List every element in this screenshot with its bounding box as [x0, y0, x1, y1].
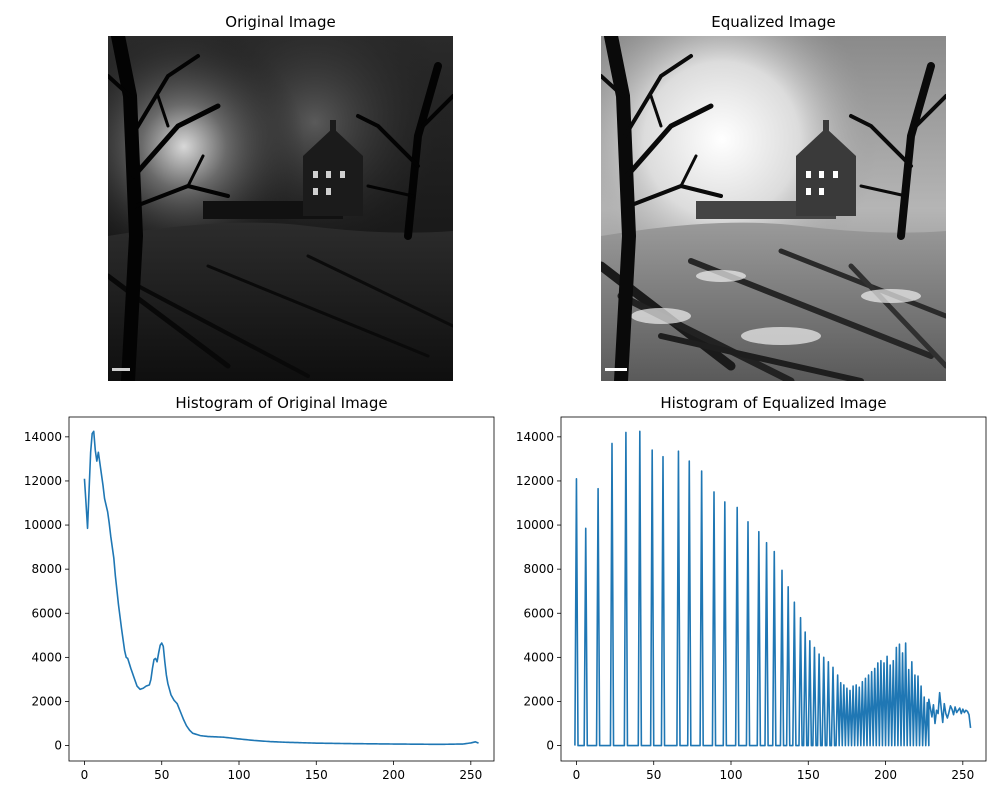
original-xtick-label: 0: [81, 768, 89, 782]
original-ytick-label: 8000: [31, 562, 62, 576]
title-equalized-image: Equalized Image: [711, 13, 836, 31]
equalized-ytick-label: 14000: [516, 430, 554, 444]
original-xtick-label: 200: [382, 768, 405, 782]
equalized-xtick-label: 250: [951, 768, 974, 782]
original-ytick-label: 0: [54, 739, 62, 753]
original-ytick-label: 6000: [31, 606, 62, 620]
equalized-ytick-label: 4000: [523, 650, 554, 664]
original-image-drawing: [108, 36, 453, 381]
equalized-xtick-label: 200: [874, 768, 897, 782]
equalized-xtick-label: 150: [797, 768, 820, 782]
equalized-ytick-label: 8000: [523, 562, 554, 576]
equalized-axes-frame: [560, 416, 987, 762]
original-ytick-label: 12000: [24, 474, 62, 488]
equalized-ytick-label: 10000: [516, 518, 554, 532]
original-ytick-label: 4000: [31, 650, 62, 664]
equalized-ytick-label: 6000: [523, 606, 554, 620]
equalized-ytick-label: 2000: [523, 694, 554, 708]
original-ytick-label: 10000: [24, 518, 62, 532]
original-axes-frame: [68, 416, 495, 762]
original-xtick-label: 100: [228, 768, 251, 782]
equalized-image: [601, 36, 946, 381]
original-image: [108, 36, 453, 381]
original-histogram-line: [83, 430, 479, 746]
equalized-ytick-label: 12000: [516, 474, 554, 488]
original-xtick-label: 250: [459, 768, 482, 782]
title-original-image: Original Image: [225, 13, 336, 31]
title-histogram-original: Histogram of Original Image: [175, 394, 388, 412]
equalized-xtick-label: 0: [573, 768, 581, 782]
equalized-xtick-label: 100: [720, 768, 743, 782]
equalized-xtick-label: 50: [646, 768, 661, 782]
equalized-ytick-label: 0: [546, 739, 554, 753]
original-ytick-label: 14000: [24, 430, 62, 444]
original-ytick-label: 2000: [31, 694, 62, 708]
equalized-histogram-line: [574, 430, 972, 747]
equalized-image-drawing: [601, 36, 946, 381]
original-xtick-label: 150: [305, 768, 328, 782]
original-xtick-label: 50: [154, 768, 169, 782]
title-histogram-equalized: Histogram of Equalized Image: [660, 394, 887, 412]
